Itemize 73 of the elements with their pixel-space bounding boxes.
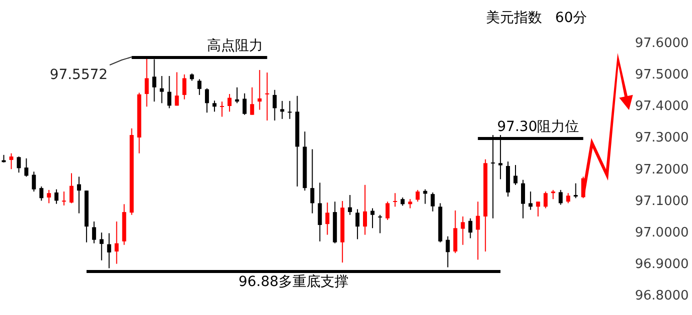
candlestick: [386, 201, 390, 220]
candlestick: [310, 148, 314, 214]
candlestick: [114, 221, 119, 264]
candlestick: [32, 171, 36, 192]
candlestick: [242, 92, 247, 116]
y-tick-label: 97.5000: [635, 68, 689, 83]
candlestick: [250, 86, 254, 116]
candlestick: [446, 236, 450, 268]
candlestick: [378, 214, 382, 234]
candlestick: [558, 189, 563, 206]
y-tick-label: 97.2000: [635, 162, 689, 178]
candlestick: [453, 210, 458, 254]
candlestick: [160, 76, 164, 104]
y-tick-label: 97.6000: [635, 36, 689, 51]
y-tick-label: 96.8000: [635, 288, 689, 304]
candlestick: [212, 100, 216, 112]
candlestick: [107, 232, 112, 269]
y-tick-label: 97.1000: [635, 194, 689, 209]
y-tick-label: 97.4000: [635, 99, 689, 114]
candlestick: [468, 218, 472, 239]
candlestick: [16, 156, 21, 174]
candlestick: [280, 100, 284, 120]
candlestick: [566, 192, 570, 204]
y-tick-label: 96.9000: [635, 256, 689, 272]
candlestick: [197, 78, 202, 96]
candlestick: [348, 194, 352, 216]
candlestick: [100, 232, 104, 261]
y-tick-label: 97.3000: [635, 130, 689, 146]
candlestick: [544, 191, 548, 209]
ref-line-label: 97.30阻力位: [497, 119, 580, 136]
candlestick: [228, 94, 232, 112]
candlestick: [536, 201, 540, 217]
candlestick: [430, 192, 435, 212]
candlestick: [220, 101, 224, 118]
candlestick: [514, 164, 518, 186]
candlestick: [24, 158, 28, 178]
candlestick: [258, 70, 262, 110]
candlestick: [460, 216, 465, 246]
candlestick: [62, 191, 66, 206]
candlestick: [174, 72, 179, 106]
candlestick: [521, 179, 526, 219]
candlestick: [46, 189, 51, 204]
candlestick: [235, 86, 240, 104]
candlestick: [9, 152, 14, 170]
candlestick: [265, 72, 270, 122]
candlestick: [39, 186, 44, 202]
candlestick: [69, 172, 74, 204]
candlestick: [167, 76, 172, 109]
candlestick: [92, 221, 96, 244]
candlestick: [272, 89, 277, 122]
candlestick: [551, 189, 556, 200]
candlestick: [144, 56, 149, 108]
candlestick: [528, 191, 533, 210]
candlestick: [182, 74, 186, 100]
candlestick: [393, 192, 398, 208]
candlestick: [77, 176, 82, 214]
candlestick: [408, 198, 412, 209]
candlestick: [325, 202, 330, 236]
annotation: 97.5572: [50, 67, 108, 84]
ref-line-label: 96.88多重底支撑: [238, 274, 349, 290]
candlestick: [288, 100, 292, 120]
candlestick: [204, 88, 209, 114]
candlestick: [318, 182, 322, 242]
ref-line-label: 高点阻力: [207, 38, 264, 54]
candlestick: [54, 188, 58, 204]
y-tick-label: 97.0000: [635, 225, 689, 240]
candlestick: [476, 201, 480, 260]
candlestick: [574, 182, 578, 199]
chart-title: 美元指数 60分: [486, 10, 588, 26]
candlestick: [355, 208, 360, 240]
candlestick: [362, 184, 367, 236]
candlestick: [416, 189, 420, 202]
candlestick: [370, 208, 375, 229]
